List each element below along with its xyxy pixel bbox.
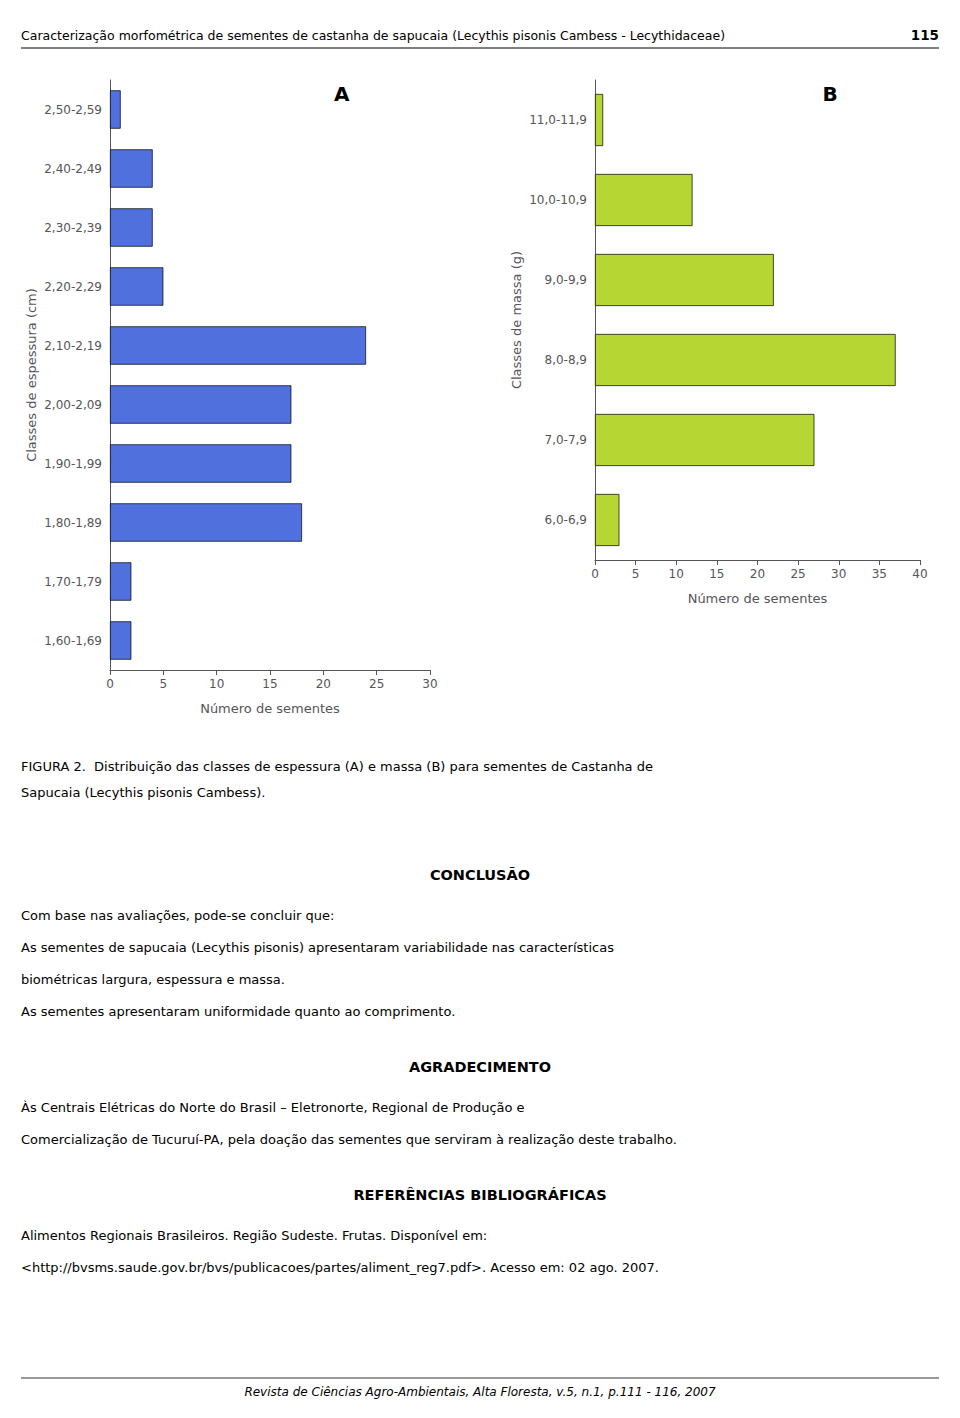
svg-text:10: 10: [669, 567, 684, 581]
svg-text:20: 20: [750, 567, 765, 581]
svg-text:1,90-1,99: 1,90-1,99: [44, 457, 102, 471]
svg-text:Às Centrais Elétricas do Norte: Às Centrais Elétricas do Norte do Brasil…: [21, 1100, 525, 1115]
svg-text:20: 20: [316, 677, 331, 691]
svg-text:Classes de massa (g): Classes de massa (g): [509, 251, 524, 389]
svg-text:25: 25: [369, 677, 384, 691]
svg-text:11,0-11,9: 11,0-11,9: [529, 113, 587, 127]
svg-text:15: 15: [709, 567, 724, 581]
svg-text:Comercialização de Tucuruí-PA,: Comercialização de Tucuruí-PA, pela doaç…: [21, 1132, 677, 1147]
svg-text:0: 0: [591, 567, 599, 581]
svg-text:2,10-2,19: 2,10-2,19: [44, 339, 102, 353]
svg-text:15: 15: [262, 677, 277, 691]
svg-text:2,50-2,59: 2,50-2,59: [44, 103, 102, 117]
svg-text:Classes de espessura (cm): Classes de espessura (cm): [24, 288, 39, 462]
svg-text:B: B: [823, 82, 838, 106]
svg-text:40: 40: [912, 567, 927, 581]
svg-text:5: 5: [160, 677, 168, 691]
svg-text:As sementes de sapucaia (Lecyt: As sementes de sapucaia (Lecythis pisoni…: [21, 940, 614, 955]
svg-text:FIGURA 2. Distribuição das cl: FIGURA 2. Distribuição das classes de es…: [21, 759, 653, 774]
svg-text:5: 5: [632, 567, 640, 581]
svg-text:2,40-2,49: 2,40-2,49: [44, 162, 102, 176]
svg-text:115: 115: [911, 27, 939, 43]
svg-text:1,60-1,69: 1,60-1,69: [44, 634, 102, 648]
svg-text:Número de sementes: Número de sementes: [200, 701, 340, 716]
svg-text:Com base nas avaliações, pode-: Com base nas avaliações, pode-se conclui…: [21, 908, 334, 923]
svg-text:1,80-1,89: 1,80-1,89: [44, 516, 102, 530]
svg-text:As sementes apresentaram unifo: As sementes apresentaram uniformidade qu…: [21, 1004, 455, 1019]
svg-text:35: 35: [872, 567, 887, 581]
svg-text:25: 25: [790, 567, 805, 581]
svg-text:7,0-7,9: 7,0-7,9: [545, 433, 588, 447]
svg-text:biométricas largura, espessura: biométricas largura, espessura e massa.: [21, 972, 285, 987]
svg-text:10: 10: [209, 677, 224, 691]
svg-text:2,30-2,39: 2,30-2,39: [44, 221, 102, 235]
svg-text:0: 0: [106, 677, 114, 691]
svg-text:8,0-8,9: 8,0-8,9: [545, 353, 588, 367]
svg-text:10,0-10,9: 10,0-10,9: [529, 193, 587, 207]
svg-text:Sapucaia (Lecythis pisonis Cam: Sapucaia (Lecythis pisonis Cambess).: [21, 785, 265, 800]
svg-text:<http://bvsms.saude.gov.br/bvs: <http://bvsms.saude.gov.br/bvs/publicaco…: [21, 1260, 659, 1275]
svg-text:REFERÊNCIAS BIBLIOGRÁFICAS: REFERÊNCIAS BIBLIOGRÁFICAS: [353, 1187, 606, 1203]
svg-text:A: A: [334, 82, 350, 106]
svg-text:9,0-9,9: 9,0-9,9: [545, 273, 588, 287]
svg-text:30: 30: [831, 567, 846, 581]
svg-text:Número de sementes: Número de sementes: [688, 591, 828, 606]
svg-text:Alimentos Regionais Brasileiro: Alimentos Regionais Brasileiros. Região …: [21, 1228, 487, 1243]
svg-text:2,00-2,09: 2,00-2,09: [44, 398, 102, 412]
svg-text:6,0-6,9: 6,0-6,9: [545, 513, 588, 527]
svg-text:CONCLUSÃO: CONCLUSÃO: [430, 867, 530, 883]
svg-text:Revista de Ciências Agro-Ambie: Revista de Ciências Agro-Ambientais, Alt…: [244, 1385, 716, 1399]
svg-text:AGRADECIMENTO: AGRADECIMENTO: [409, 1059, 551, 1075]
svg-text:30: 30: [422, 677, 437, 691]
svg-text:1,70-1,79: 1,70-1,79: [44, 575, 102, 589]
svg-text:Caracterização morfométrica de: Caracterização morfométrica de sementes …: [21, 28, 725, 43]
svg-text:2,20-2,29: 2,20-2,29: [44, 280, 102, 294]
